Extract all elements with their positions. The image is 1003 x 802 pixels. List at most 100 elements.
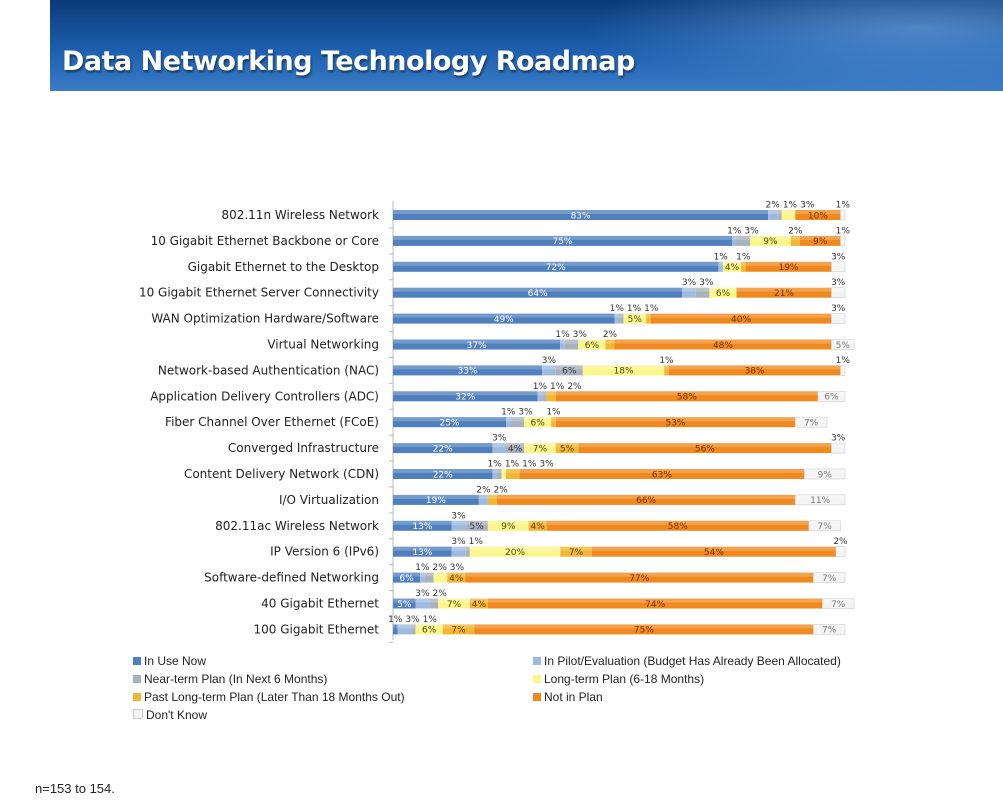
data-label: 3% (831, 278, 846, 288)
bar-segment (506, 443, 525, 454)
data-label: 7% (818, 522, 833, 532)
bar-segment (393, 287, 683, 298)
bar-highlight (614, 339, 832, 344)
bar-segment (732, 235, 737, 246)
bar-segment (492, 443, 506, 454)
bar-segment (393, 210, 769, 220)
data-label: 11% (810, 496, 830, 506)
data-label: 58% (668, 522, 688, 532)
data-label: 3% (451, 537, 466, 547)
bar-highlight (393, 261, 719, 266)
bar-segment (835, 546, 846, 558)
bar-segment (420, 572, 425, 583)
data-label: 3% (542, 356, 557, 366)
title-banner: Data Networking Technology Roadmap (50, 0, 1003, 91)
bar-highlight (831, 339, 855, 344)
bar-highlight (840, 365, 845, 370)
data-label: 2% (433, 563, 448, 573)
bar-segment (745, 261, 832, 272)
category-label: 802.11ac Wireless Network (215, 519, 379, 533)
bar-segment (496, 494, 796, 505)
bar-segment (496, 469, 502, 479)
bar-highlight (605, 339, 615, 344)
data-label: 38% (745, 367, 765, 377)
bar-segment (447, 572, 466, 583)
data-label: 37% (467, 341, 487, 351)
bar-highlight (492, 443, 506, 448)
bar-segment (528, 520, 547, 531)
data-label: 4% (449, 574, 464, 584)
bar-highlight (393, 313, 615, 318)
bar-segment (546, 391, 556, 402)
bar-segment (393, 313, 615, 324)
bar-highlight (736, 287, 832, 292)
legend-swatch (533, 693, 541, 701)
bar-highlight (835, 546, 845, 551)
category-label: 802.11n Wireless Network (221, 208, 379, 222)
bar-highlight (736, 235, 751, 240)
data-label: 75% (552, 237, 572, 247)
bar-highlight (438, 598, 470, 603)
bar-highlight (433, 572, 448, 577)
data-label: 2% (433, 589, 448, 599)
bar-highlight (393, 391, 538, 396)
data-label: 1% (550, 382, 565, 392)
data-label: 9% (813, 237, 828, 247)
data-label: 1% (501, 408, 516, 418)
bar-segment (478, 494, 488, 505)
bar-segment (393, 417, 506, 428)
bar-segment (794, 416, 828, 428)
bar-segment (623, 313, 647, 324)
data-label: 1% (627, 304, 642, 314)
bar-highlight (578, 443, 832, 448)
data-label: 7% (831, 600, 846, 610)
bar-highlight (537, 391, 543, 396)
data-label: 1% (836, 226, 851, 236)
data-label: 7% (451, 626, 466, 636)
data-label: 9% (763, 237, 778, 247)
bar-segment (393, 261, 719, 272)
bar-segment (799, 235, 841, 246)
legend-swatch (133, 675, 141, 683)
bar-highlight (582, 365, 665, 370)
bar-segment (619, 313, 624, 324)
bar-segment (393, 520, 452, 531)
data-label: 5% (628, 315, 643, 325)
data-label: 1% (423, 615, 438, 625)
data-label: 13% (412, 548, 432, 558)
bar-highlight (393, 520, 452, 525)
bar-segment (768, 210, 778, 220)
legend-swatch (533, 675, 541, 683)
bar-highlight (411, 624, 416, 629)
legend: In Use Now In Pilot/Evaluation (Budget Ha… (133, 654, 893, 729)
legend-label: Near-term Plan (In Next 6 Months) (144, 672, 328, 686)
category-label: Application Delivery Controllers (ADC) (150, 389, 379, 403)
data-label: 1% (555, 330, 570, 340)
data-label: 3% (573, 330, 588, 340)
bar-highlight (804, 469, 845, 473)
bar-highlight (510, 417, 525, 422)
data-label: 2% (788, 226, 803, 236)
data-label: 32% (455, 393, 475, 403)
bar-segment (831, 442, 846, 454)
data-label: 6% (716, 289, 731, 299)
bar-segment (736, 287, 832, 298)
data-label: 1% (522, 460, 537, 470)
bar-segment (709, 287, 737, 298)
bar-segment (555, 391, 818, 402)
data-label: 7% (569, 548, 584, 558)
category-label: Converged Infrastructure (228, 441, 379, 455)
bar-segment (524, 443, 556, 454)
bar-segment (781, 210, 796, 220)
bar-segment (804, 468, 846, 480)
bar-segment (451, 520, 466, 531)
bar-highlight (465, 546, 470, 551)
data-label: 63% (652, 470, 672, 480)
data-label: 3% (518, 408, 533, 418)
legend-label: In Use Now (144, 654, 207, 668)
bar-highlight (790, 235, 800, 240)
bar-segment (668, 365, 841, 376)
bar-segment (546, 520, 809, 531)
bar-highlight (668, 365, 841, 370)
data-label: 3% (831, 434, 846, 444)
